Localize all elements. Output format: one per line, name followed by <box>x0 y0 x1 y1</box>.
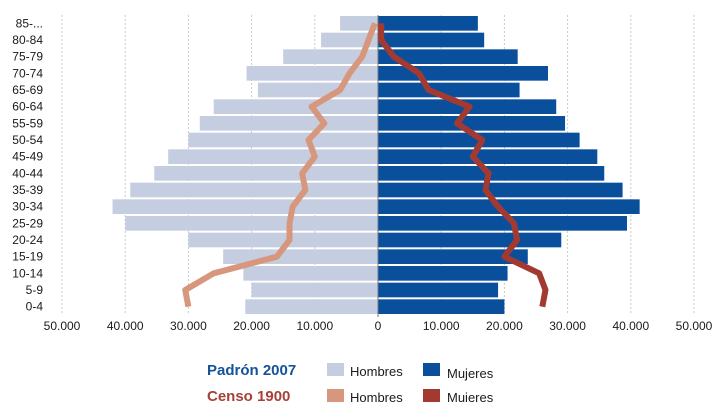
bar-hombres-padrón-2007 <box>130 182 378 198</box>
legend-label-padron-hombres: Hombres <box>350 364 403 379</box>
bar-hombres-padrón-2007 <box>188 132 378 148</box>
bar-mujeres-padrón-2007 <box>378 232 562 248</box>
bar-hombres-padrón-2007 <box>246 66 378 81</box>
category-label: 0-4 <box>26 300 44 314</box>
legend-label-padron-mujeres: Mujeres <box>447 366 494 381</box>
legend-title-padron: Padrón 2007 <box>207 362 297 379</box>
x-tick-label: 10.000 <box>296 319 333 330</box>
x-tick-label: 0 <box>375 319 382 330</box>
category-label: 30-34 <box>12 200 43 214</box>
bar-mujeres-padrón-2007 <box>378 249 528 264</box>
category-label: 85-... <box>16 16 43 30</box>
bar-mujeres-padrón-2007 <box>378 149 598 164</box>
legend-label-censo-hombres: Hombres <box>350 390 403 405</box>
bar-hombres-padrón-2007 <box>321 32 378 48</box>
bar-hombres-padrón-2007 <box>243 266 378 281</box>
bar-hombres-padrón-2007 <box>213 99 378 114</box>
x-tick-label: 30.000 <box>549 319 586 330</box>
bar-hombres-padrón-2007 <box>257 82 378 98</box>
legend-label-censo-mujeres: Muieres <box>447 390 494 405</box>
category-label: 70-74 <box>12 66 43 80</box>
bar-hombres-padrón-2007 <box>125 216 378 231</box>
bar-hombres-padrón-2007 <box>188 232 378 248</box>
bar-hombres-padrón-2007 <box>199 116 378 131</box>
category-label: 55-59 <box>12 116 43 130</box>
x-tick-label: 40.000 <box>107 319 144 330</box>
category-label: 75-79 <box>12 50 43 64</box>
population-pyramid-chart: 0-4 5-9 10-14 15-19 20-24 25-29 30-34 35-39 40-4… <box>12 15 713 330</box>
x-tick-label: 20.000 <box>486 319 523 330</box>
bar-mujeres-padrón-2007 <box>378 182 623 198</box>
category-label: 35-39 <box>12 183 43 197</box>
x-tick-label: 40.000 <box>612 319 649 330</box>
x-tick-label: 30.000 <box>170 319 207 330</box>
category-label: 25-29 <box>12 216 43 230</box>
bar-mujeres-padrón-2007 <box>378 266 508 281</box>
bar-hombres-padrón-2007 <box>112 199 378 214</box>
category-label: 65-69 <box>12 83 43 97</box>
line-mujeres-censo-1900 <box>378 23 549 308</box>
legend-swatch-padron-hombres <box>327 363 344 376</box>
bar-mujeres-padrón-2007 <box>378 49 518 64</box>
bar-hombres-padrón-2007 <box>283 49 378 64</box>
bar-hombres-padrón-2007 <box>245 299 378 314</box>
x-tick-label: 50.000 <box>44 319 81 330</box>
line-hombres-censo-1900 <box>182 22 378 308</box>
bar-mujeres-padrón-2007 <box>378 66 549 81</box>
category-label: 45-49 <box>12 150 43 164</box>
bar-mujeres-padrón-2007 <box>378 116 566 131</box>
bar-mujeres-padrón-2007 <box>378 216 628 231</box>
legend-swatch-censo-mujeres <box>423 389 440 402</box>
bar-mujeres-padrón-2007 <box>378 16 478 31</box>
category-label: 20-24 <box>12 233 43 247</box>
category-label: 10-14 <box>12 266 43 280</box>
x-tick-label: 20.000 <box>233 319 270 330</box>
category-label: 15-19 <box>12 250 43 264</box>
category-label: 5-9 <box>26 283 44 297</box>
category-label: 50-54 <box>12 133 43 147</box>
bar-mujeres-padrón-2007 <box>378 282 499 298</box>
bar-hombres-padrón-2007 <box>251 282 378 298</box>
bar-mujeres-padrón-2007 <box>378 299 505 314</box>
x-tick-label: 50.000 <box>676 319 713 330</box>
category-label: 40-44 <box>12 166 43 180</box>
bar-mujeres-padrón-2007 <box>378 199 640 214</box>
bar-hombres-padrón-2007 <box>168 149 378 164</box>
category-label: 80-84 <box>12 33 43 47</box>
legend-swatch-censo-hombres <box>327 389 344 402</box>
bar-hombres-padrón-2007 <box>340 16 378 31</box>
bar-mujeres-padrón-2007 <box>378 82 520 98</box>
bar-mujeres-padrón-2007 <box>378 32 485 48</box>
legend-swatch-padron-mujeres <box>423 363 440 376</box>
category-label: 60-64 <box>12 100 43 114</box>
legend-title-censo: Censo 1900 <box>207 388 291 405</box>
x-tick-label: 10.000 <box>423 319 460 330</box>
bar-hombres-padrón-2007 <box>154 166 378 181</box>
